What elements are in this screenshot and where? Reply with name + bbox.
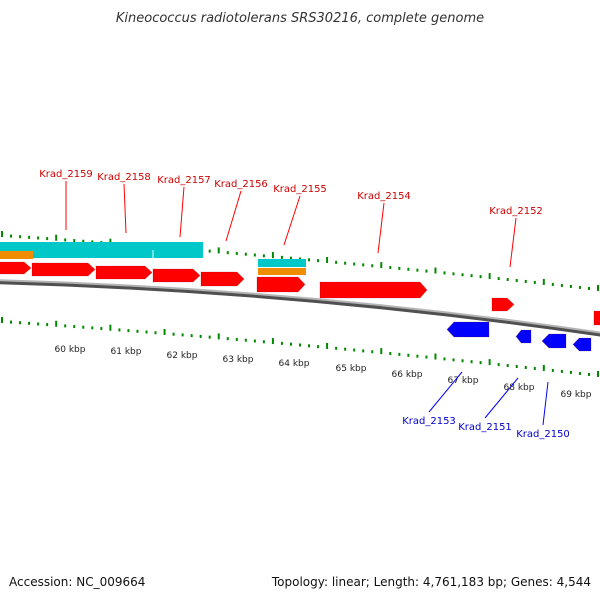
genome-summary-text: Topology: linear; Length: 4,761,183 bp; …: [271, 575, 591, 589]
forward-gene-arrow: [95, 265, 153, 280]
backbone-shadow: [0, 280, 600, 337]
forward-gene-arrow: [319, 281, 428, 299]
gene-label: Krad_2157: [157, 175, 211, 186]
cds-band: [0, 242, 203, 258]
accession-text: Accession: NC_009664: [9, 575, 145, 589]
reverse-gene-arrow: [515, 329, 532, 344]
kbp-labels: 60 kbp 61 kbp 62 kbp 63 kbp 64 kbp 65 kbp 66 k…: [55, 345, 592, 400]
feature-bands: [0, 242, 306, 275]
kbp-label: 66 kbp: [392, 370, 423, 380]
gene-label: Krad_2156: [214, 179, 268, 190]
gene-label: Krad_2158: [97, 172, 151, 183]
label-leader: [542, 381, 549, 426]
bottom-tick-track: [1, 317, 599, 377]
genome-backbone: [0, 279, 600, 334]
forward-gene-arrow: [593, 310, 600, 326]
label-leader: [509, 217, 517, 268]
forward-gene-arrow: [256, 276, 306, 293]
reverse-genes: [446, 321, 592, 352]
forward-gene-arrow: [491, 297, 515, 312]
kbp-label: 68 kbp: [504, 383, 535, 393]
forward-gene-arrow: [31, 262, 96, 277]
reverse-gene-arrow: [572, 337, 592, 352]
kbp-label: 60 kbp: [55, 345, 86, 355]
forward-gene-arrow: [152, 268, 201, 283]
reverse-gene-arrow: [446, 321, 490, 338]
kbp-label: 65 kbp: [336, 364, 367, 374]
label-leader: [428, 371, 463, 413]
forward-gene-arrow: [0, 261, 32, 275]
label-leader: [123, 183, 127, 234]
label-leader: [377, 202, 385, 254]
gene-label: Krad_2154: [357, 191, 411, 202]
gene-labels: Krad_2159 Krad_2158 Krad_2157 Krad_2156 Krad…: [39, 169, 570, 440]
kbp-label: 62 kbp: [167, 351, 198, 361]
gene-label: Krad_2153: [402, 416, 456, 427]
gene-label: Krad_2159: [39, 169, 93, 180]
gene-label: Krad_2151: [458, 422, 512, 433]
label-leader: [283, 195, 301, 246]
forward-gene-arrow: [200, 271, 245, 287]
gene-label: Krad_2155: [273, 184, 327, 195]
gene-label: Krad_2150: [516, 429, 570, 440]
feature-band: [0, 251, 33, 259]
kbp-label: 69 kbp: [561, 390, 592, 400]
label-leader: [179, 186, 185, 238]
forward-genes: [0, 261, 600, 326]
map-title: Kineococcus radiotolerans SRS30216, comp…: [116, 11, 484, 26]
kbp-label: 64 kbp: [279, 359, 310, 369]
feature-band: [258, 268, 306, 275]
cds-band: [258, 259, 306, 267]
reverse-gene-arrow: [541, 333, 567, 349]
kbp-label: 67 kbp: [448, 376, 479, 386]
label-leader: [484, 377, 519, 419]
gene-label: Krad_2152: [489, 206, 543, 217]
kbp-label: 61 kbp: [111, 347, 142, 357]
label-leader: [225, 190, 242, 242]
kbp-label: 63 kbp: [223, 355, 254, 365]
